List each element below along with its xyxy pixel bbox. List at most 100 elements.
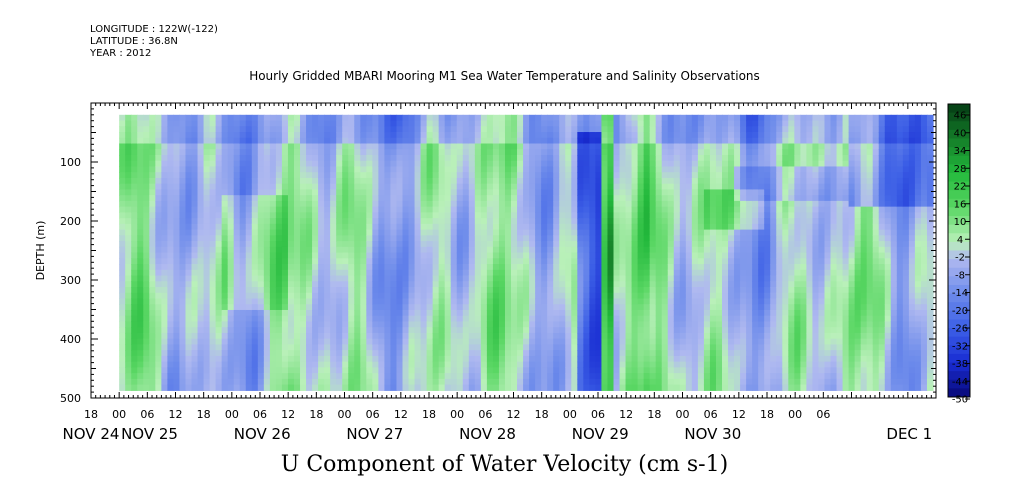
- heatmap-cell: [535, 309, 542, 317]
- heatmap-cell: [565, 355, 572, 363]
- heatmap-cell: [119, 367, 126, 374]
- heatmap-cell: [354, 355, 361, 363]
- heatmap-cell: [523, 154, 530, 162]
- heatmap-cell: [517, 183, 524, 191]
- heatmap-cell: [143, 292, 150, 300]
- heatmap-cell: [354, 235, 361, 242]
- heatmap-cell: [227, 229, 235, 236]
- heatmap-cell: [697, 269, 705, 277]
- heatmap-cell: [167, 275, 175, 282]
- heatmap-cell: [667, 166, 675, 173]
- heatmap-cell: [559, 177, 566, 185]
- heatmap-cell: [354, 177, 361, 185]
- heatmap-cell: [571, 137, 578, 145]
- heatmap-cell: [173, 154, 181, 162]
- heatmap-cell: [703, 154, 711, 162]
- heatmap-cell: [450, 378, 458, 386]
- heatmap-cell: [293, 137, 301, 145]
- heatmap-cell: [239, 367, 247, 374]
- heatmap-cell: [221, 137, 229, 145]
- heatmap-cell: [547, 275, 554, 282]
- heatmap-cell: [143, 373, 150, 380]
- heatmap-cell: [318, 298, 325, 305]
- heatmap-cell: [396, 183, 404, 191]
- heatmap-cell: [438, 384, 446, 391]
- heatmap-cell: [414, 264, 422, 271]
- heatmap-cell: [661, 298, 669, 305]
- heatmap-cell: [408, 298, 416, 305]
- heatmap-cell: [330, 166, 337, 173]
- heatmap-cell: [553, 160, 560, 168]
- heatmap-cell: [125, 304, 132, 311]
- heatmap-cell: [348, 154, 355, 162]
- heatmap-cell: [523, 281, 530, 288]
- heatmap-cell: [559, 229, 566, 236]
- heatmap-cell: [330, 223, 337, 231]
- heatmap-cell: [595, 298, 603, 305]
- heatmap-cell: [486, 137, 494, 145]
- heatmap-cell: [589, 309, 597, 317]
- heatmap-cell: [553, 166, 560, 173]
- heatmap-cell: [137, 137, 144, 145]
- heatmap-cell: [324, 235, 331, 242]
- heatmap-cell: [269, 252, 277, 259]
- heatmap-cell: [143, 332, 150, 340]
- heatmap-cell: [498, 114, 506, 122]
- heatmap-cell: [306, 218, 313, 225]
- heatmap-cell: [137, 252, 144, 259]
- heatmap-cell: [215, 275, 223, 282]
- heatmap-cell: [155, 298, 162, 305]
- heatmap-cell: [734, 183, 741, 191]
- heatmap-cell: [239, 235, 247, 242]
- heatmap-cell: [529, 252, 536, 259]
- heatmap-cell: [637, 206, 645, 213]
- heatmap-cell: [679, 246, 687, 254]
- heatmap-cell: [486, 298, 494, 305]
- heatmap-cell: [697, 149, 705, 156]
- heatmap-cell: [414, 246, 422, 254]
- heatmap-cell: [125, 149, 132, 156]
- heatmap-cell: [324, 241, 331, 248]
- heatmap-cell: [281, 269, 289, 277]
- heatmap-cell: [300, 166, 307, 173]
- heatmap-cell: [559, 258, 566, 265]
- heatmap-cell: [541, 154, 548, 162]
- heatmap-cell: [432, 315, 440, 323]
- heatmap-cell: [728, 143, 735, 150]
- heatmap-cell: [161, 338, 168, 346]
- heatmap-cell: [577, 258, 584, 265]
- heatmap-cell: [498, 235, 506, 242]
- heatmap-cell: [414, 235, 422, 242]
- heatmap-cell: [191, 275, 199, 282]
- heatmap-cell: [643, 212, 651, 219]
- heatmap-cell: [131, 264, 138, 271]
- heatmap-cell: [384, 114, 392, 122]
- heatmap-cell: [119, 195, 126, 202]
- heatmap-cell: [378, 166, 386, 173]
- heatmap-cell: [161, 235, 168, 242]
- heatmap-cell: [209, 384, 217, 391]
- heatmap-cell: [468, 315, 476, 323]
- heatmap-cell: [625, 298, 633, 305]
- heatmap-cell: [631, 241, 639, 248]
- heatmap-cell: [480, 344, 488, 351]
- heatmap-cell: [390, 344, 398, 351]
- heatmap-cell: [709, 120, 717, 127]
- heatmap-cell: [143, 235, 150, 242]
- heatmap-cell: [420, 332, 428, 340]
- heatmap-cell: [571, 332, 578, 340]
- heatmap-cell: [396, 206, 404, 213]
- heatmap-cell: [595, 160, 603, 168]
- heatmap-cell: [354, 252, 361, 259]
- heatmap-cell: [312, 327, 319, 334]
- heatmap-cell: [257, 206, 265, 213]
- heatmap-cell: [432, 373, 440, 380]
- heatmap-cell: [601, 287, 609, 294]
- heatmap-cell: [191, 120, 199, 127]
- heatmap-cell: [541, 298, 548, 305]
- heatmap-cell: [125, 269, 132, 277]
- heatmap-cell: [486, 373, 494, 380]
- heatmap-cell: [450, 120, 458, 127]
- heatmap-cell: [348, 241, 355, 248]
- heatmap-cell: [372, 218, 379, 225]
